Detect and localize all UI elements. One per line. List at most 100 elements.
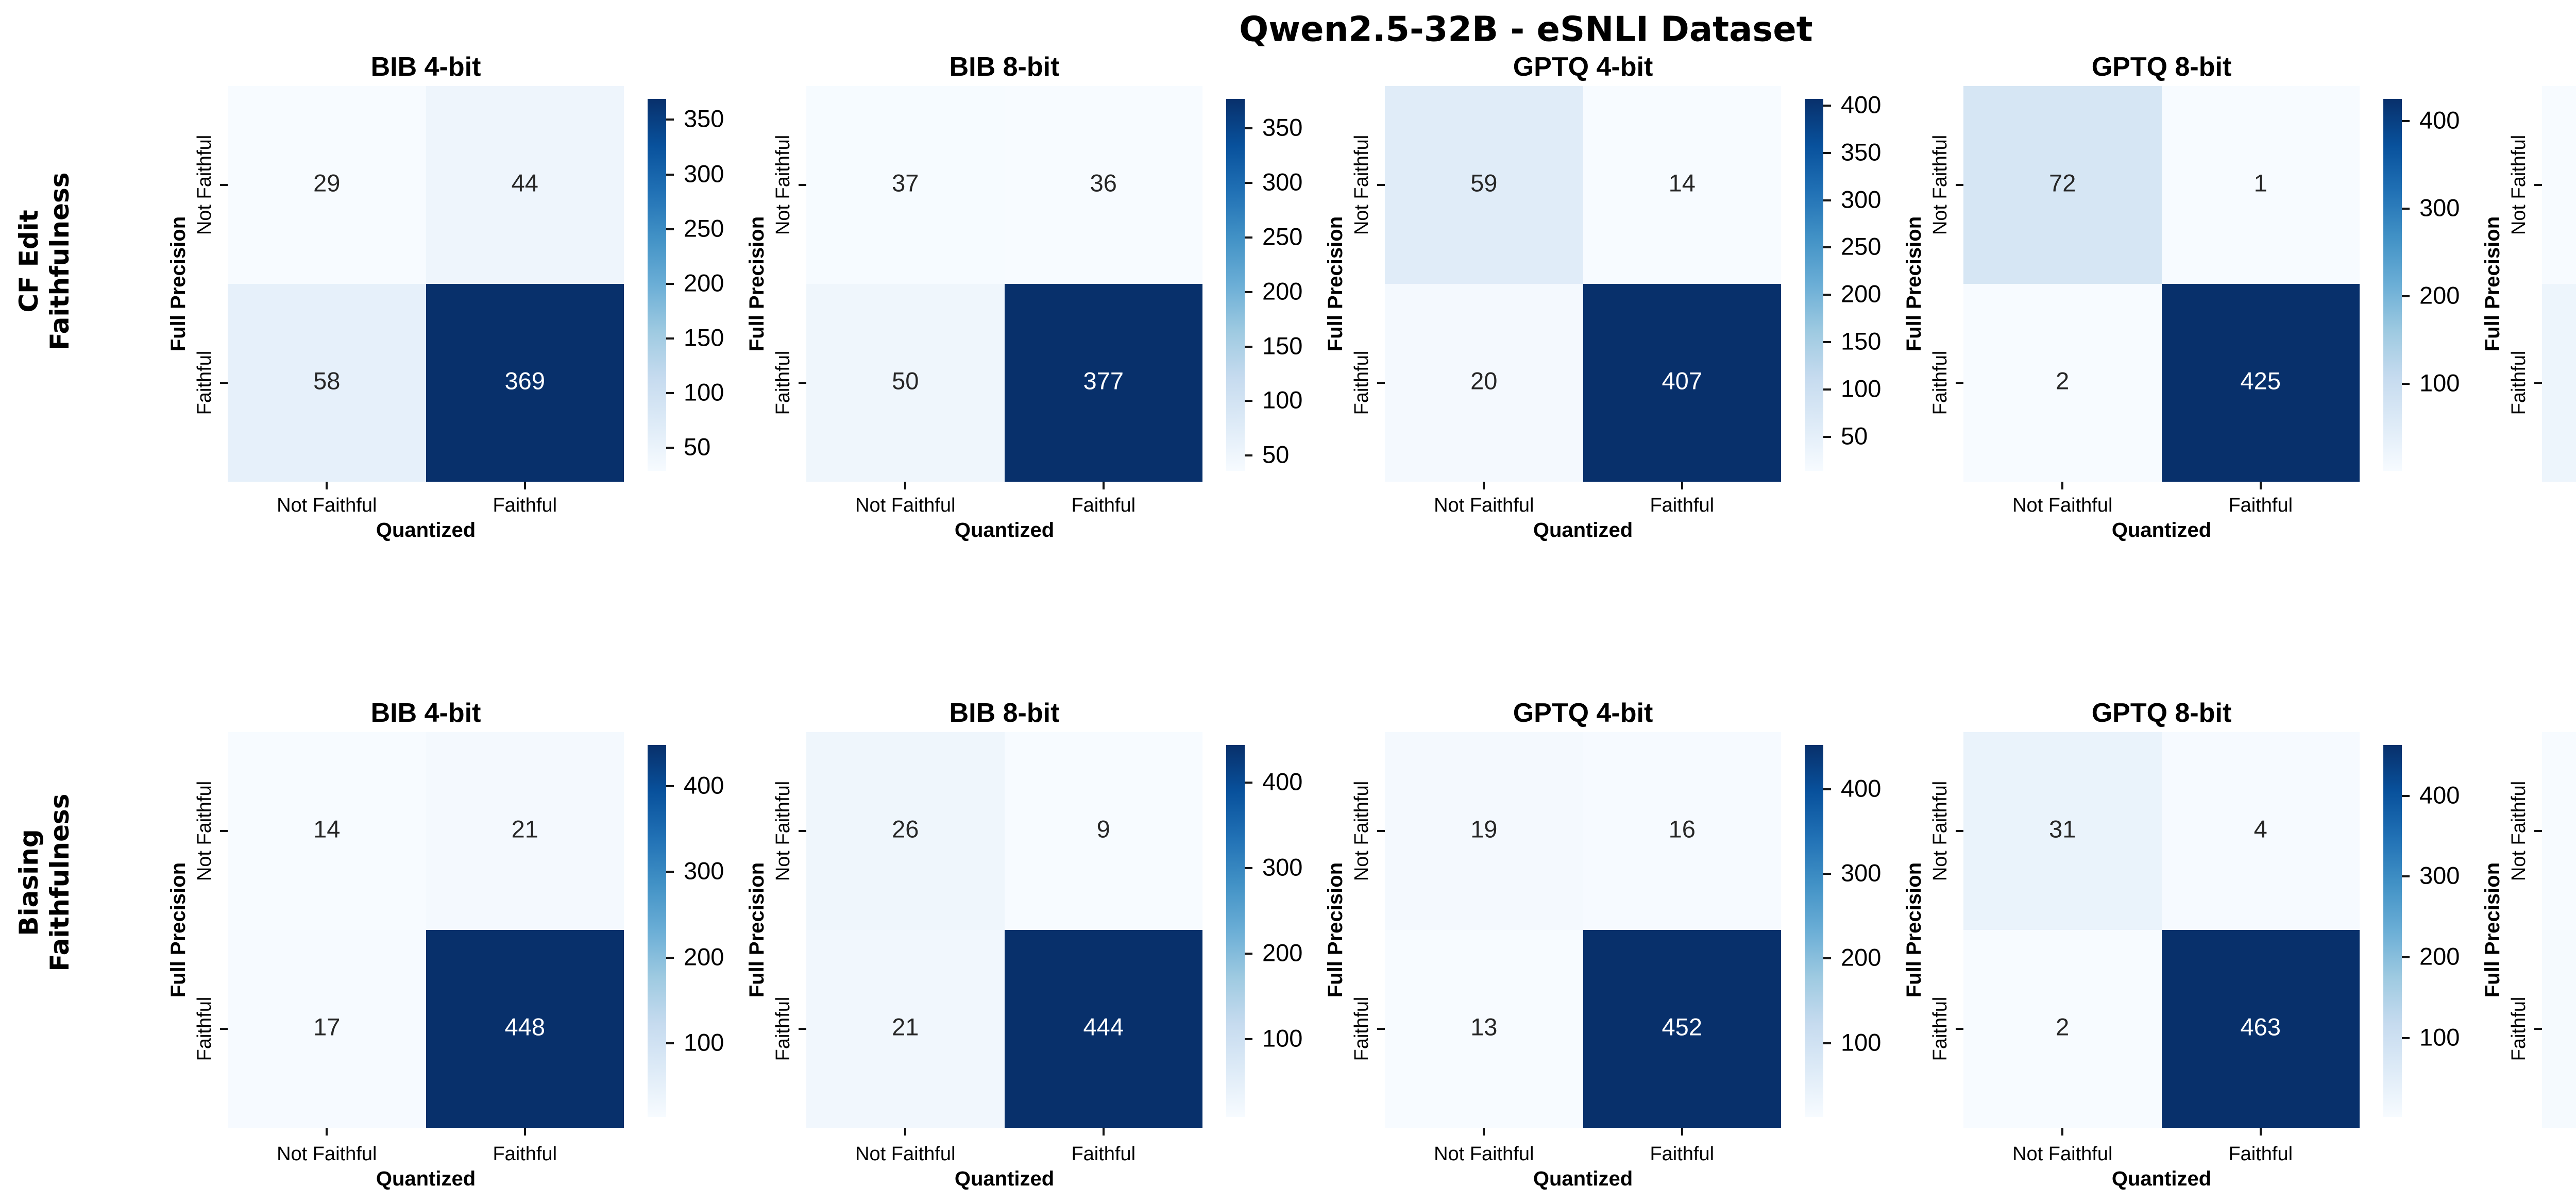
- y-axis-label: Full Precision: [745, 862, 768, 998]
- y-tick: [1956, 1028, 1963, 1030]
- x-tick-label: Not Faithful: [2012, 1143, 2113, 1165]
- colorbar-tick-label: 300: [1841, 185, 1882, 213]
- y-tick-label: Not Faithful: [194, 781, 215, 882]
- y-tick-label: Not Faithful: [194, 134, 215, 235]
- heatmap-cell: [1963, 86, 2162, 284]
- colorbar-tick: [666, 173, 674, 176]
- colorbar-tick: [2402, 875, 2410, 878]
- y-tick-label: Faithful: [772, 350, 794, 415]
- x-tick-label: Faithful: [493, 1143, 557, 1165]
- colorbar-tick: [2402, 383, 2410, 385]
- colorbar-tick-label: 350: [1262, 113, 1303, 141]
- colorbar-tick: [1245, 782, 1252, 784]
- colorbar-tick: [666, 1042, 674, 1044]
- colorbar-tick: [1823, 104, 1831, 107]
- heatmap-cell: [426, 732, 624, 930]
- colorbar-tick-label: 100: [1841, 1028, 1882, 1056]
- x-tick-label: Faithful: [2228, 495, 2293, 516]
- x-axis-label: Quantized: [376, 519, 476, 541]
- y-tick: [1377, 184, 1385, 186]
- cell-value: 14: [313, 815, 341, 843]
- heatmap-cell: [2161, 930, 2360, 1128]
- cell-value: 21: [511, 815, 538, 843]
- colorbar-tick-label: 200: [1262, 939, 1303, 967]
- colorbar-tick-label: 150: [684, 324, 724, 351]
- colorbar-tick: [1245, 400, 1252, 402]
- heatmap-cell: [1583, 86, 1781, 284]
- heatmap-cell: [806, 930, 1005, 1128]
- heatmap-cell: [1004, 732, 1202, 930]
- colorbar-tick: [2402, 207, 2410, 210]
- heatmap-cell: [1963, 732, 2162, 930]
- heatmap-cell: [1385, 284, 1583, 482]
- colorbar-tick: [2402, 956, 2410, 958]
- cell-value: 9: [1096, 815, 1110, 843]
- x-tick: [2061, 482, 2064, 489]
- heatmap-cell: [2542, 284, 2576, 482]
- colorbar-tick-label: 400: [684, 771, 724, 799]
- y-tick-label: Faithful: [1351, 996, 1372, 1061]
- colorbar-tick: [2402, 120, 2410, 122]
- colorbar-tick: [1245, 345, 1252, 348]
- x-tick-label: Not Faithful: [855, 1143, 956, 1165]
- heatmap-cell: [228, 86, 426, 284]
- colorbar-tick: [1823, 388, 1831, 391]
- colorbar-tick-label: 200: [1841, 280, 1882, 308]
- y-tick-label: Faithful: [194, 350, 215, 415]
- heatmap-cell: [2161, 284, 2360, 482]
- colorbar-tick-label: 100: [684, 378, 724, 406]
- heatmap-cell: [228, 930, 426, 1128]
- colorbar-tick: [1823, 435, 1831, 438]
- x-tick: [2259, 1128, 2262, 1136]
- heatmap-cell: [2542, 732, 2576, 930]
- y-tick: [799, 382, 806, 384]
- colorbar-tick: [666, 282, 674, 285]
- heatmap-cell: [806, 86, 1005, 284]
- heatmap-cell: [2161, 732, 2360, 930]
- y-axis-label: Full Precision: [1903, 216, 1925, 352]
- y-tick: [2534, 184, 2542, 186]
- cell-value: 463: [2240, 1013, 2281, 1041]
- cell-value: 13: [1470, 1013, 1498, 1041]
- colorbar-tick: [666, 871, 674, 873]
- x-tick-label: Not Faithful: [2012, 495, 2113, 516]
- heatmap-cell: [426, 284, 624, 482]
- y-axis-label: Full Precision: [1324, 216, 1347, 352]
- x-tick-label: Faithful: [493, 495, 557, 516]
- cell-value: 444: [1083, 1013, 1124, 1041]
- heatmap-cell: [1385, 930, 1583, 1128]
- colorbar-tick: [1245, 291, 1252, 293]
- cell-value: 16: [1668, 815, 1696, 843]
- y-tick-label: Not Faithful: [772, 781, 794, 882]
- colorbar-gptq-4-bit-row2: [1805, 745, 1823, 1117]
- y-tick-label: Not Faithful: [1929, 781, 1951, 882]
- heatmap-cell: [1385, 732, 1583, 930]
- y-tick-label: Not Faithful: [2508, 781, 2530, 882]
- row-label-line: Faithfulness: [45, 793, 75, 972]
- colorbar-tick-label: 50: [1262, 440, 1290, 468]
- colorbar-tick-label: 150: [1262, 332, 1303, 360]
- y-tick: [799, 184, 806, 186]
- colorbar-tick-label: 300: [2419, 194, 2460, 222]
- cell-value: 2: [2056, 1013, 2070, 1041]
- y-tick: [220, 1028, 228, 1030]
- row-label-biasing: Biasing Faithfulness: [13, 793, 75, 971]
- colorbar-tick-label: 300: [2419, 861, 2460, 889]
- y-tick-label: Faithful: [2508, 350, 2530, 415]
- heatmap-cell: [2542, 930, 2576, 1128]
- colorbar-bib-8-bit-row1: [1226, 99, 1245, 471]
- heatmap-cell: [806, 732, 1005, 930]
- y-axis-label: Full Precision: [167, 216, 190, 352]
- panel-title-bib-4-bit-row2: BIB 4-bit: [370, 698, 481, 728]
- colorbar-tick-label: 400: [1262, 768, 1303, 795]
- heatmap-cell: [2161, 86, 2360, 284]
- y-axis-label: Full Precision: [2481, 862, 2504, 998]
- colorbar-tick-label: 200: [684, 943, 724, 971]
- colorbar-tick: [1823, 1042, 1831, 1044]
- heatmap-cell: [1004, 86, 1202, 284]
- y-axis-label: Full Precision: [745, 216, 768, 352]
- colorbar-tick: [1245, 1038, 1252, 1040]
- y-tick: [220, 382, 228, 384]
- x-tick-label: Faithful: [1650, 495, 1715, 516]
